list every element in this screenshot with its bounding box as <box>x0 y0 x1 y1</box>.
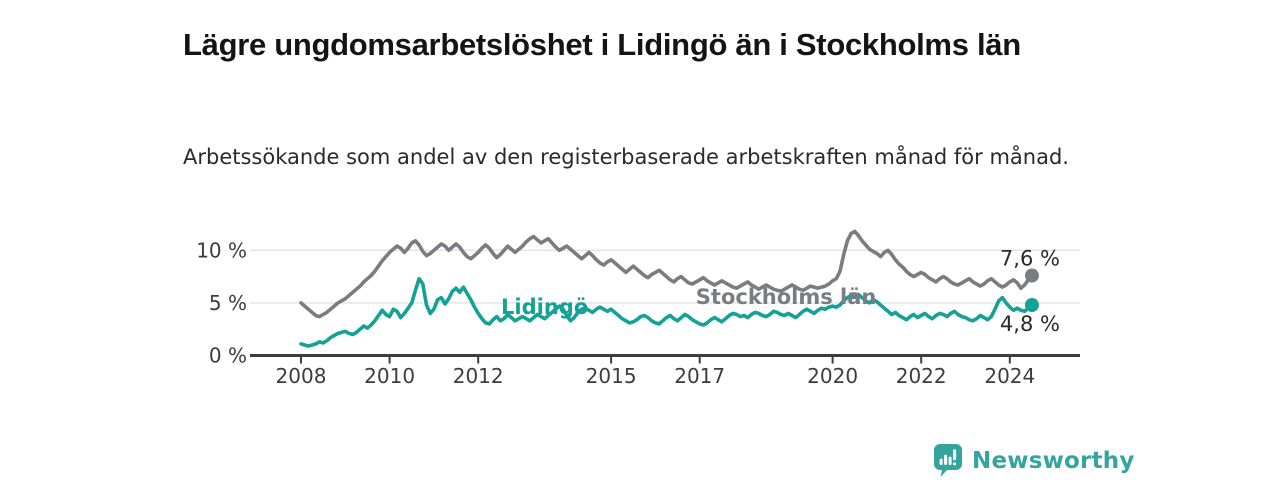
x-tick-label: 2024 <box>984 364 1035 388</box>
x-tick-label: 2012 <box>453 364 504 388</box>
x-tick-label: 2015 <box>586 364 637 388</box>
y-tick-label: 10 % <box>196 238 247 262</box>
series-line-stockholms-lan <box>299 229 1034 319</box>
series-label-stockholms-lan: Stockholms län <box>696 285 877 309</box>
series-label-lidingo: Lidingö <box>501 295 588 319</box>
y-tick-label: 0 % <box>209 344 247 368</box>
x-tick-label: 2008 <box>276 364 327 388</box>
newsworthy-logo-icon <box>934 444 962 477</box>
x-tick-label: 2020 <box>807 364 858 388</box>
series-end-dot <box>1024 298 1039 313</box>
newsworthy-wordmark: Newsworthy <box>972 447 1135 474</box>
x-tick-label: 2017 <box>674 364 725 388</box>
x-tick-label: 2022 <box>896 364 947 388</box>
series-end-value-label: 7,6 % <box>1000 247 1060 271</box>
chart-title: Lägre ungdomsarbetslöshet i Lidingö än i… <box>183 26 1021 62</box>
chart-subtitle: Arbetssökande som andel av den registerb… <box>183 145 1069 169</box>
logo-bars-icon <box>939 449 957 466</box>
series-line-lidingo <box>299 276 1034 348</box>
x-tick-label: 2010 <box>364 364 415 388</box>
series-end-dot <box>1024 268 1039 283</box>
series-end-value-label: 4,8 % <box>1000 312 1060 336</box>
y-tick-label: 5 % <box>209 291 247 315</box>
newsworthy-logo[interactable]: Newsworthy <box>934 444 1135 477</box>
